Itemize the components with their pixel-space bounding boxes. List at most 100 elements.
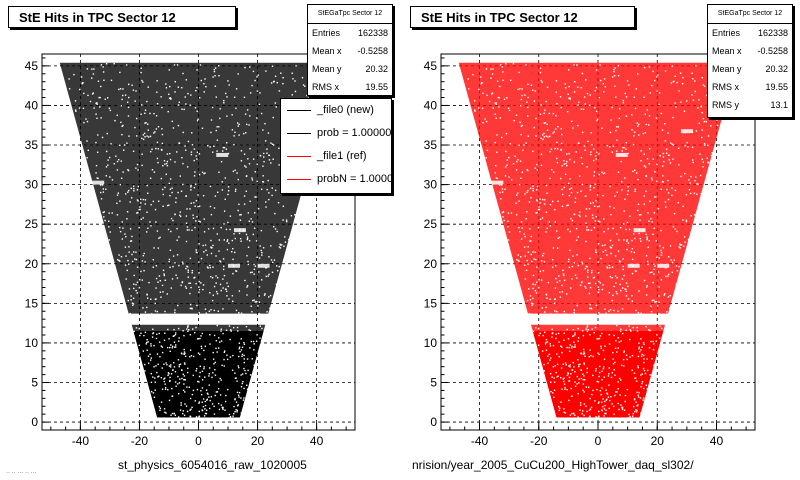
speckle-dot <box>686 100 688 102</box>
speckle-dot <box>208 375 210 377</box>
speckle-dot <box>119 260 121 262</box>
speckle-dot <box>248 124 250 126</box>
speckle-dot <box>580 377 583 380</box>
speckle-dot <box>204 172 206 174</box>
speckle-dot <box>534 251 536 253</box>
speckle-dot <box>120 255 123 258</box>
speckle-dot <box>135 327 138 329</box>
speckle-dot <box>93 68 95 70</box>
speckle-dot <box>655 300 658 303</box>
footer-faint-note: ·· ·· ··· ·· ··· <box>6 470 37 476</box>
speckle-dot <box>570 395 573 397</box>
speckle-dot <box>221 189 224 191</box>
speckle-dot <box>568 380 570 382</box>
speckle-dot <box>655 240 657 242</box>
speckle-dot <box>539 71 542 74</box>
speckle-dot <box>646 358 648 360</box>
speckle-dot <box>641 353 643 356</box>
speckle-dot <box>213 68 216 71</box>
speckle-dot <box>646 237 648 240</box>
speckle-dot <box>478 88 480 91</box>
speckle-dot <box>621 406 624 409</box>
speckle-dot <box>671 187 673 189</box>
speckle-dot <box>222 258 225 260</box>
speckle-dot <box>247 260 249 263</box>
speckle-dot <box>531 304 533 307</box>
speckle-dot <box>496 177 498 180</box>
speckle-dot <box>625 295 628 297</box>
speckle-dot <box>198 243 200 245</box>
speckle-dot <box>560 401 562 403</box>
speckle-dot <box>212 151 214 153</box>
speckle-dot <box>113 62 115 65</box>
speckle-dot <box>587 276 589 278</box>
speckle-dot <box>257 305 259 307</box>
speckle-dot <box>296 193 298 196</box>
speckle-dot <box>648 163 650 165</box>
speckle-dot <box>262 152 265 155</box>
speckle-dot <box>537 344 540 347</box>
speckle-dot <box>598 401 600 403</box>
speckle-dot <box>221 406 223 409</box>
speckle-dot <box>526 299 529 302</box>
stats-label: Entries <box>312 28 341 38</box>
speckle-dot <box>540 153 543 155</box>
speckle-dot <box>640 386 642 388</box>
speckle-dot <box>544 199 546 201</box>
speckle-dot <box>156 157 159 160</box>
speckle-dot <box>189 303 192 306</box>
speckle-dot <box>253 212 256 214</box>
speckle-dot <box>577 104 579 106</box>
speckle-dot <box>259 155 262 157</box>
speckle-dot <box>541 217 544 219</box>
speckle-dot <box>691 146 694 149</box>
speckle-dot <box>210 252 213 255</box>
speckle-dot <box>672 116 674 119</box>
x-tick-label: -20 <box>530 434 548 448</box>
speckle-dot <box>104 98 106 100</box>
speckle-dot <box>132 304 134 307</box>
speckle-dot <box>243 387 245 390</box>
speckle-dot <box>629 329 632 331</box>
speckle-dot <box>625 142 628 144</box>
speckle-dot <box>164 377 166 379</box>
speckle-dot <box>707 161 710 164</box>
speckle-dot <box>642 387 645 390</box>
speckle-dot <box>249 329 252 332</box>
speckle-dot <box>96 103 98 106</box>
speckle-dot <box>589 397 591 400</box>
speckle-dot <box>114 119 116 122</box>
speckle-dot <box>185 287 188 289</box>
speckle-dot <box>227 80 229 82</box>
speckle-dot <box>198 375 201 378</box>
speckle-dot <box>214 67 217 69</box>
speckle-dot <box>121 221 123 223</box>
speckle-dot <box>635 409 637 411</box>
speckle-dot <box>139 206 141 208</box>
speckle-dot <box>537 287 540 289</box>
speckle-dot <box>526 191 528 193</box>
speckle-dot <box>589 415 591 418</box>
speckle-dot <box>689 182 691 184</box>
speckle-dot <box>229 415 232 418</box>
speckle-dot <box>181 261 184 263</box>
speckle-dot <box>516 194 518 196</box>
speckle-dot <box>527 83 529 86</box>
speckle-dot <box>585 386 588 388</box>
speckle-dot <box>92 73 95 75</box>
speckle-dot <box>258 103 261 106</box>
speckle-dot <box>561 193 564 196</box>
speckle-dot <box>144 199 147 201</box>
speckle-dot <box>212 372 214 374</box>
speckle-dot <box>120 104 123 107</box>
speckle-dot <box>234 169 236 172</box>
speckle-dot <box>663 160 665 163</box>
stats-value: 162338 <box>757 28 788 38</box>
speckle-dot <box>123 149 125 151</box>
speckle-dot <box>574 197 577 199</box>
speckle-dot <box>530 240 532 242</box>
speckle-dot <box>637 394 639 396</box>
speckle-dot <box>518 226 520 229</box>
speckle-dot <box>597 291 600 293</box>
speckle-dot <box>529 240 531 242</box>
